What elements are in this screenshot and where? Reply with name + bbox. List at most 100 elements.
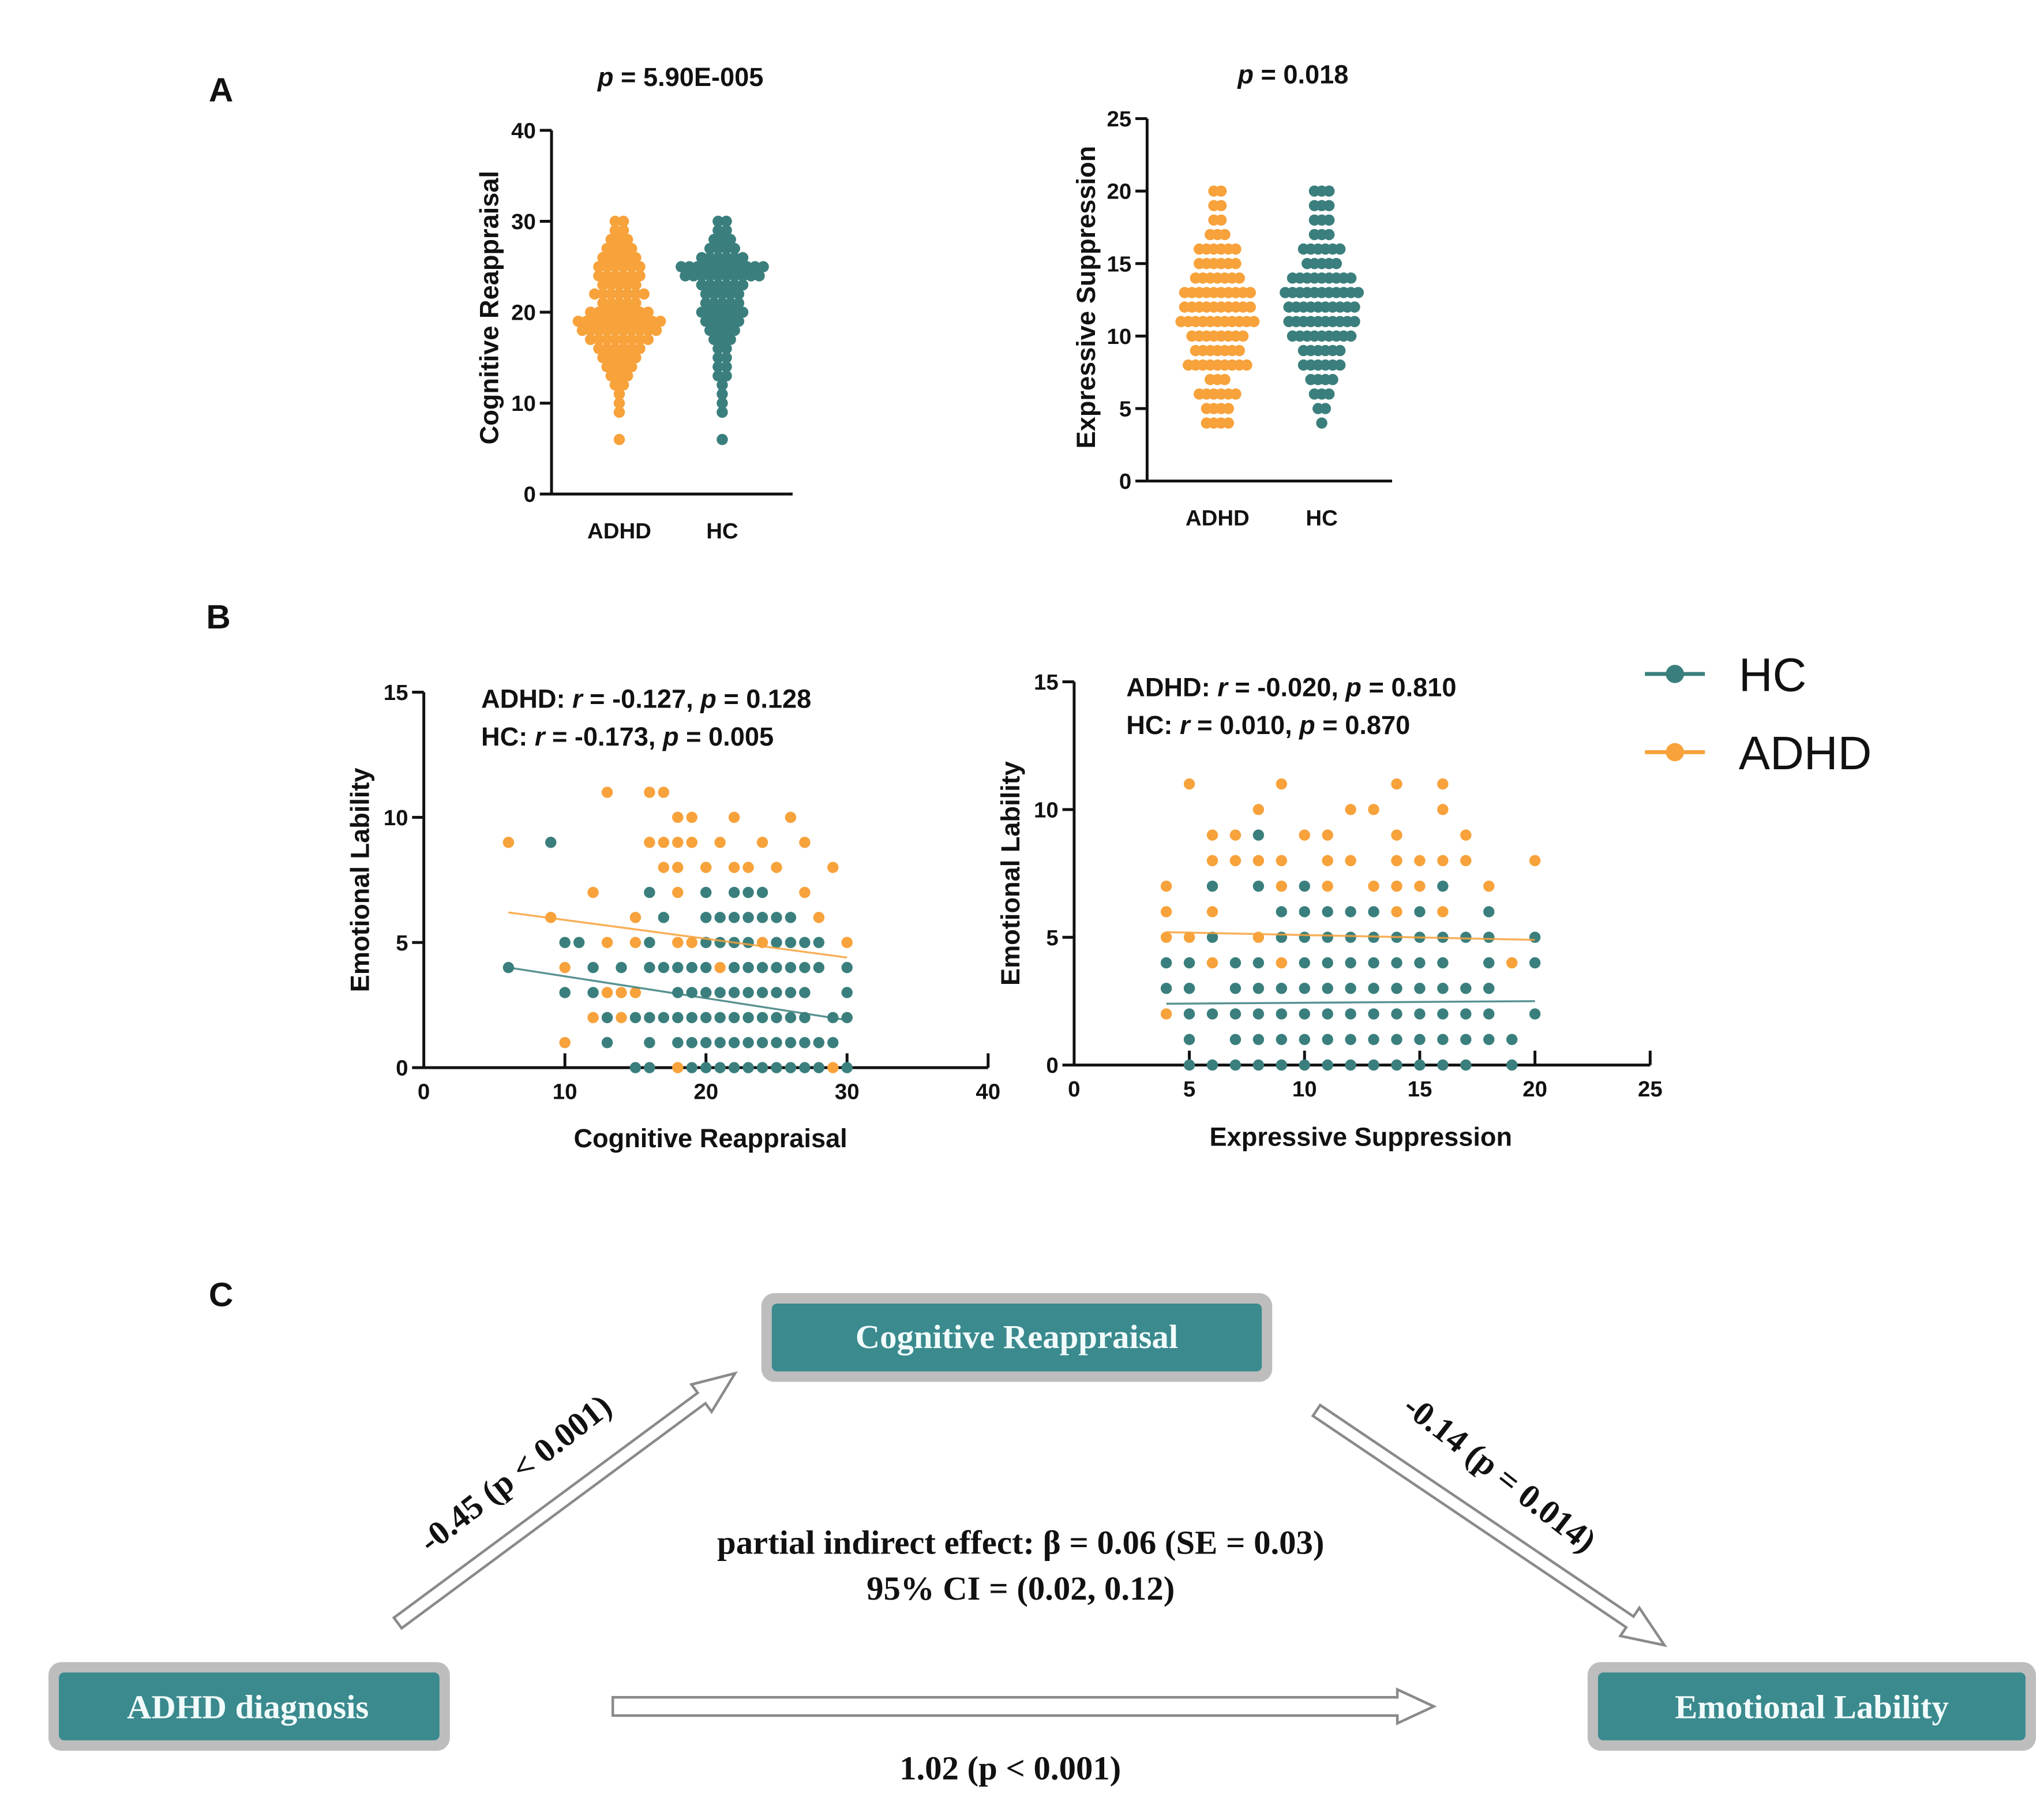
data-point xyxy=(708,334,720,346)
data-point xyxy=(717,261,728,272)
data-point xyxy=(1319,403,1332,414)
data-point xyxy=(756,837,768,848)
data-point xyxy=(1345,931,1356,943)
data-point xyxy=(1241,359,1252,371)
data-point xyxy=(1437,957,1449,969)
fit-line-adhd xyxy=(508,911,847,959)
y-axis-label: Emotional Lability xyxy=(346,768,375,992)
data-point xyxy=(1237,330,1249,342)
data-point xyxy=(704,279,716,291)
data-point xyxy=(609,361,621,373)
data-point xyxy=(593,334,605,346)
data-point xyxy=(605,370,617,382)
data-point xyxy=(733,297,745,309)
data-point xyxy=(742,937,754,948)
data-point xyxy=(729,252,740,264)
legend-item-hc: HC xyxy=(1645,649,1806,701)
data-point xyxy=(605,234,617,245)
data-point xyxy=(742,912,754,923)
y-tick-label: 0 xyxy=(1119,469,1131,494)
data-point xyxy=(1229,1059,1242,1071)
data-point xyxy=(728,1062,740,1073)
data-point xyxy=(1483,1008,1495,1020)
series-hc xyxy=(676,215,769,445)
data-point xyxy=(1460,931,1472,943)
stat-annotation-adhd: ADHD: r = -0.127, p = 0.128 xyxy=(481,684,811,714)
data-point xyxy=(1276,1034,1288,1046)
chart-title: p = 5.90E-005 xyxy=(597,62,763,92)
data-point xyxy=(799,937,811,948)
data-point xyxy=(658,912,670,923)
data-point xyxy=(1460,983,1472,994)
data-point xyxy=(1183,983,1195,994)
data-point xyxy=(729,270,740,282)
data-point xyxy=(692,261,703,272)
cr-vs-lability-scatter: 0 5 10 15 Emotional Lability 0 10 20 30 40 Cogniti… xyxy=(346,680,1000,1153)
data-point xyxy=(721,324,732,336)
data-point xyxy=(721,270,732,282)
data-point xyxy=(1483,880,1495,892)
data-point xyxy=(1233,345,1246,357)
data-point xyxy=(841,1062,853,1073)
data-point xyxy=(593,270,605,282)
data-point xyxy=(717,397,728,409)
data-point xyxy=(572,316,584,327)
data-point xyxy=(756,1012,768,1024)
data-point xyxy=(672,886,684,898)
legend-item-adhd: ADHD xyxy=(1645,727,1872,780)
stat-annotation-hc: HC: r = 0.010, p = 0.870 xyxy=(1126,710,1410,740)
x-tick-label: 5 xyxy=(1183,1077,1195,1102)
data-point xyxy=(1233,272,1246,284)
data-point xyxy=(1391,957,1402,969)
data-point xyxy=(756,1062,768,1073)
data-point xyxy=(729,243,740,254)
data-point xyxy=(626,334,637,346)
data-point xyxy=(617,306,629,318)
data-point xyxy=(721,352,732,364)
data-point xyxy=(1529,957,1541,969)
data-point xyxy=(704,324,716,336)
data-point xyxy=(626,361,637,373)
data-point xyxy=(700,1062,712,1073)
data-point xyxy=(1334,345,1346,357)
data-point xyxy=(1345,272,1357,284)
data-point xyxy=(1299,957,1310,969)
data-point xyxy=(733,316,745,327)
data-point xyxy=(587,1012,599,1024)
data-point xyxy=(1345,983,1356,994)
data-point xyxy=(601,334,613,346)
data-point xyxy=(605,252,617,264)
data-point xyxy=(813,1062,825,1073)
data-point xyxy=(1160,906,1172,918)
fit-line-hc xyxy=(508,966,847,1021)
data-point xyxy=(756,1037,768,1049)
data-point xyxy=(1322,906,1333,918)
data-point xyxy=(771,912,782,923)
y-tick-label: 0 xyxy=(1046,1053,1058,1078)
data-point xyxy=(785,961,797,974)
data-point xyxy=(1437,855,1449,867)
data-point xyxy=(712,252,724,264)
data-point xyxy=(700,912,712,923)
data-point xyxy=(1215,200,1227,212)
data-point xyxy=(617,270,629,282)
data-point xyxy=(813,937,825,948)
data-point xyxy=(1414,983,1426,994)
data-point xyxy=(1229,1008,1242,1020)
data-point xyxy=(1252,1034,1265,1046)
data-point xyxy=(1322,1059,1333,1071)
data-point xyxy=(785,1037,797,1049)
stat-annotation-part: = 0.010, xyxy=(1190,710,1300,740)
data-point xyxy=(626,306,637,318)
data-point xyxy=(1323,200,1335,212)
series-hc xyxy=(1280,185,1364,429)
data-point xyxy=(584,324,597,336)
data-point xyxy=(601,1037,613,1049)
data-point xyxy=(1206,1059,1218,1071)
data-point xyxy=(728,862,740,873)
data-point xyxy=(609,224,621,236)
data-point xyxy=(686,1062,697,1073)
data-point xyxy=(714,912,726,923)
x-category-label: ADHD xyxy=(1186,506,1250,530)
data-point xyxy=(629,1012,642,1024)
